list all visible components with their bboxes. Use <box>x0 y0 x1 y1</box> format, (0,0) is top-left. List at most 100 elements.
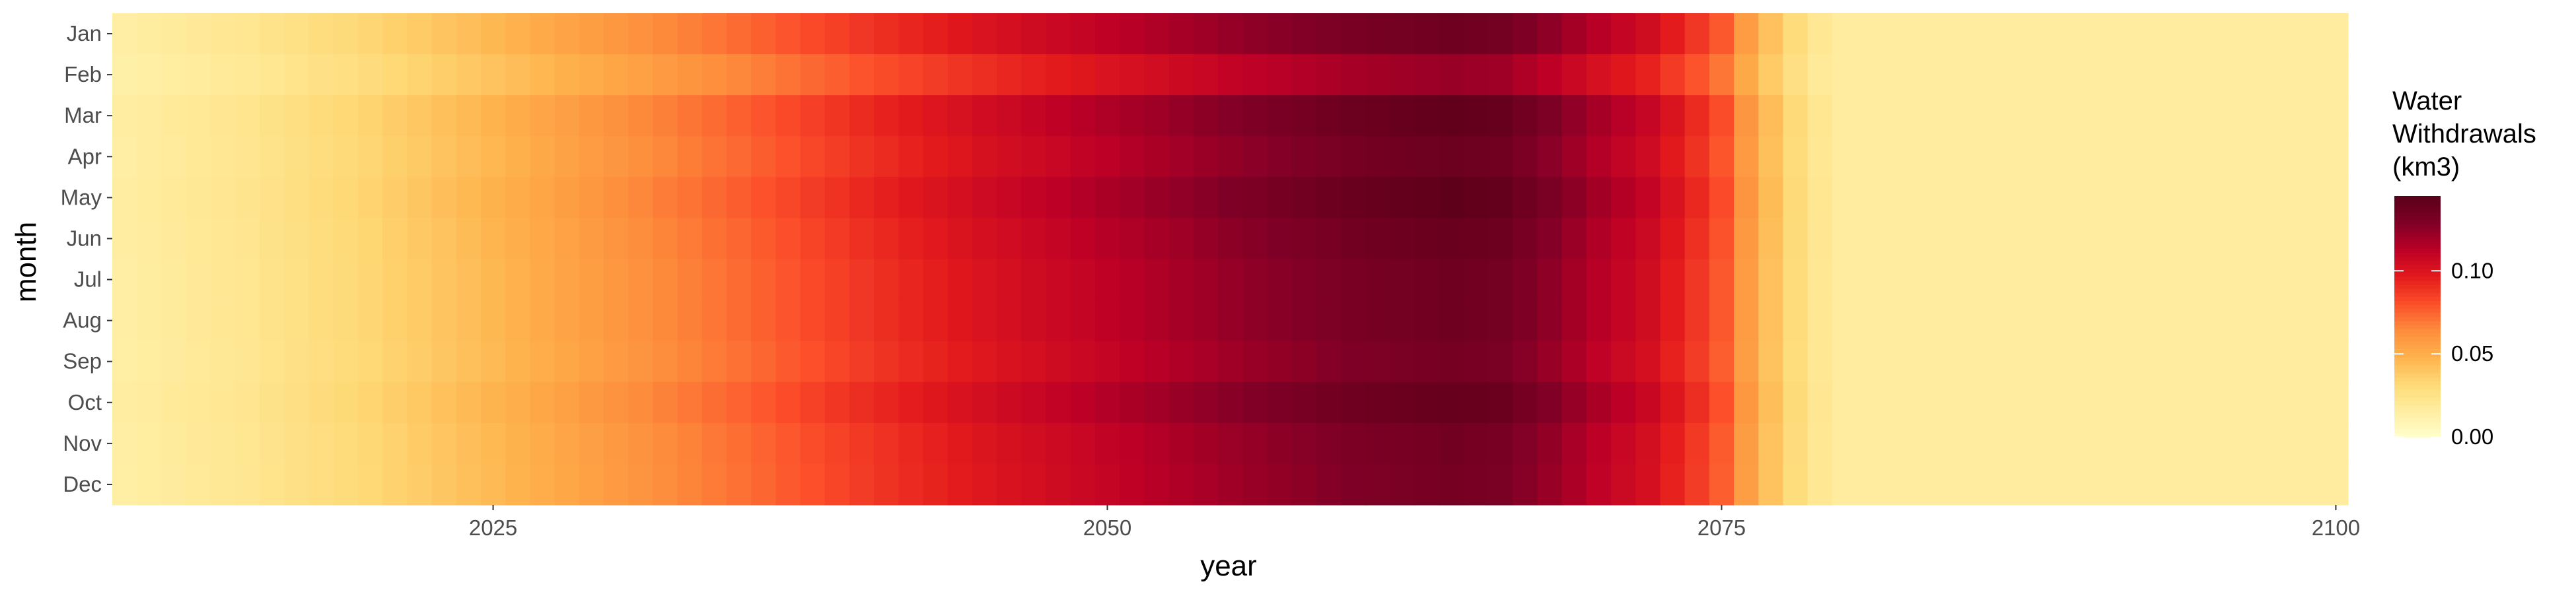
heatmap-cell <box>1980 259 2005 301</box>
heatmap-cell <box>1242 177 1268 219</box>
heatmap-cell <box>1684 177 1710 219</box>
heatmap-cell <box>333 341 359 383</box>
heatmap-cell <box>1709 54 1735 96</box>
heatmap-cell <box>2323 259 2349 301</box>
heatmap-cell <box>2077 13 2103 55</box>
heatmap-cell <box>1881 259 1907 301</box>
heatmap-cell <box>308 95 334 137</box>
heatmap-cell <box>284 13 310 55</box>
heatmap-cell <box>505 463 530 506</box>
heatmap-cell <box>1439 136 1464 178</box>
heatmap-cell <box>603 300 629 342</box>
heatmap-cell <box>1857 136 1882 178</box>
heatmap-cell <box>260 300 285 342</box>
heatmap-cell <box>1070 177 1096 219</box>
heatmap-cell <box>1193 341 1219 383</box>
heatmap-cell <box>997 136 1022 178</box>
heatmap-cell <box>1365 381 1390 424</box>
heatmap-cell <box>456 13 482 55</box>
heatmap-cell <box>653 54 678 96</box>
heatmap-cell <box>2250 422 2275 465</box>
heatmap-cell <box>2151 463 2177 506</box>
heatmap-cell <box>137 300 162 342</box>
heatmap-cell <box>284 259 310 301</box>
heatmap-cell <box>1242 13 1268 55</box>
heatmap-cell <box>824 341 850 383</box>
heatmap-cell <box>1488 259 1513 301</box>
heatmap-cell <box>874 95 899 137</box>
heatmap-cell <box>2151 381 2177 424</box>
heatmap-cell <box>1291 136 1317 178</box>
heatmap-cell <box>431 13 457 55</box>
heatmap-cell <box>357 259 383 301</box>
heatmap-cell <box>407 95 433 137</box>
heatmap-cell <box>1168 13 1194 55</box>
heatmap-cell <box>431 341 457 383</box>
heatmap-cell <box>382 422 408 465</box>
heatmap-cell <box>1488 463 1513 506</box>
heatmap-cell <box>1390 218 1415 260</box>
heatmap-cell <box>972 54 997 96</box>
heatmap-cell <box>1832 300 1857 342</box>
heatmap-cell <box>579 422 604 465</box>
heatmap-cell <box>923 177 948 219</box>
heatmap-cell <box>480 218 506 260</box>
heatmap-cell <box>1954 463 1980 506</box>
heatmap-cell <box>579 381 604 424</box>
legend-color-step <box>2394 244 2441 249</box>
heatmap-cell <box>407 300 433 342</box>
heatmap-cell <box>505 95 530 137</box>
legend-color-step <box>2394 368 2441 374</box>
heatmap-cell <box>1488 177 1513 219</box>
heatmap-cell <box>898 381 924 424</box>
heatmap-cell <box>2053 177 2079 219</box>
heatmap-cell <box>112 341 137 383</box>
heatmap-cell <box>2200 218 2226 260</box>
heatmap-cell <box>1046 259 1071 301</box>
heatmap-cell <box>2127 422 2153 465</box>
legend-color-step <box>2394 300 2441 306</box>
heatmap-cell <box>1930 341 1956 383</box>
heatmap-cell <box>1463 300 1489 342</box>
heatmap-cell <box>751 463 776 506</box>
heatmap-cell <box>677 341 703 383</box>
heatmap-cell <box>2250 341 2275 383</box>
heatmap-cell <box>1340 177 1366 219</box>
heatmap-cell <box>1832 95 1857 137</box>
heatmap-cell <box>1832 13 1857 55</box>
heatmap-cell <box>210 54 236 96</box>
heatmap-cell <box>210 136 236 178</box>
heatmap-cell <box>972 381 997 424</box>
heatmap-cell <box>997 177 1022 219</box>
heatmap-cell <box>603 422 629 465</box>
heatmap-cell <box>628 177 653 219</box>
heatmap-cell <box>480 341 506 383</box>
heatmap-cell <box>1980 13 2005 55</box>
heatmap-cell <box>1906 54 1931 96</box>
heatmap-cell <box>554 95 580 137</box>
heatmap-cell <box>1684 341 1710 383</box>
heatmap-cell <box>1857 463 1882 506</box>
legend-color-step <box>2394 292 2441 297</box>
heatmap-cell <box>1242 300 1268 342</box>
heatmap-cell <box>677 422 703 465</box>
heatmap-cell <box>1930 177 1956 219</box>
heatmap-cell <box>1463 422 1489 465</box>
x-axis-title: year <box>1200 550 1257 582</box>
heatmap-cell <box>849 422 875 465</box>
heatmap-cell <box>603 381 629 424</box>
heatmap-cell <box>112 381 137 424</box>
heatmap-cell <box>1291 177 1317 219</box>
heatmap-cell <box>112 463 137 506</box>
heatmap-cell <box>1340 381 1366 424</box>
heatmap-cell <box>2004 136 2030 178</box>
heatmap-cell <box>186 463 211 506</box>
heatmap-cell <box>653 463 678 506</box>
heatmap-cell <box>2127 341 2153 383</box>
heatmap-cell <box>874 136 899 178</box>
heatmap-cell <box>923 54 948 96</box>
heatmap-cell <box>2176 95 2201 137</box>
heatmap-cell <box>2176 136 2201 178</box>
heatmap-cell <box>1857 54 1882 96</box>
heatmap-cell <box>1832 177 1857 219</box>
